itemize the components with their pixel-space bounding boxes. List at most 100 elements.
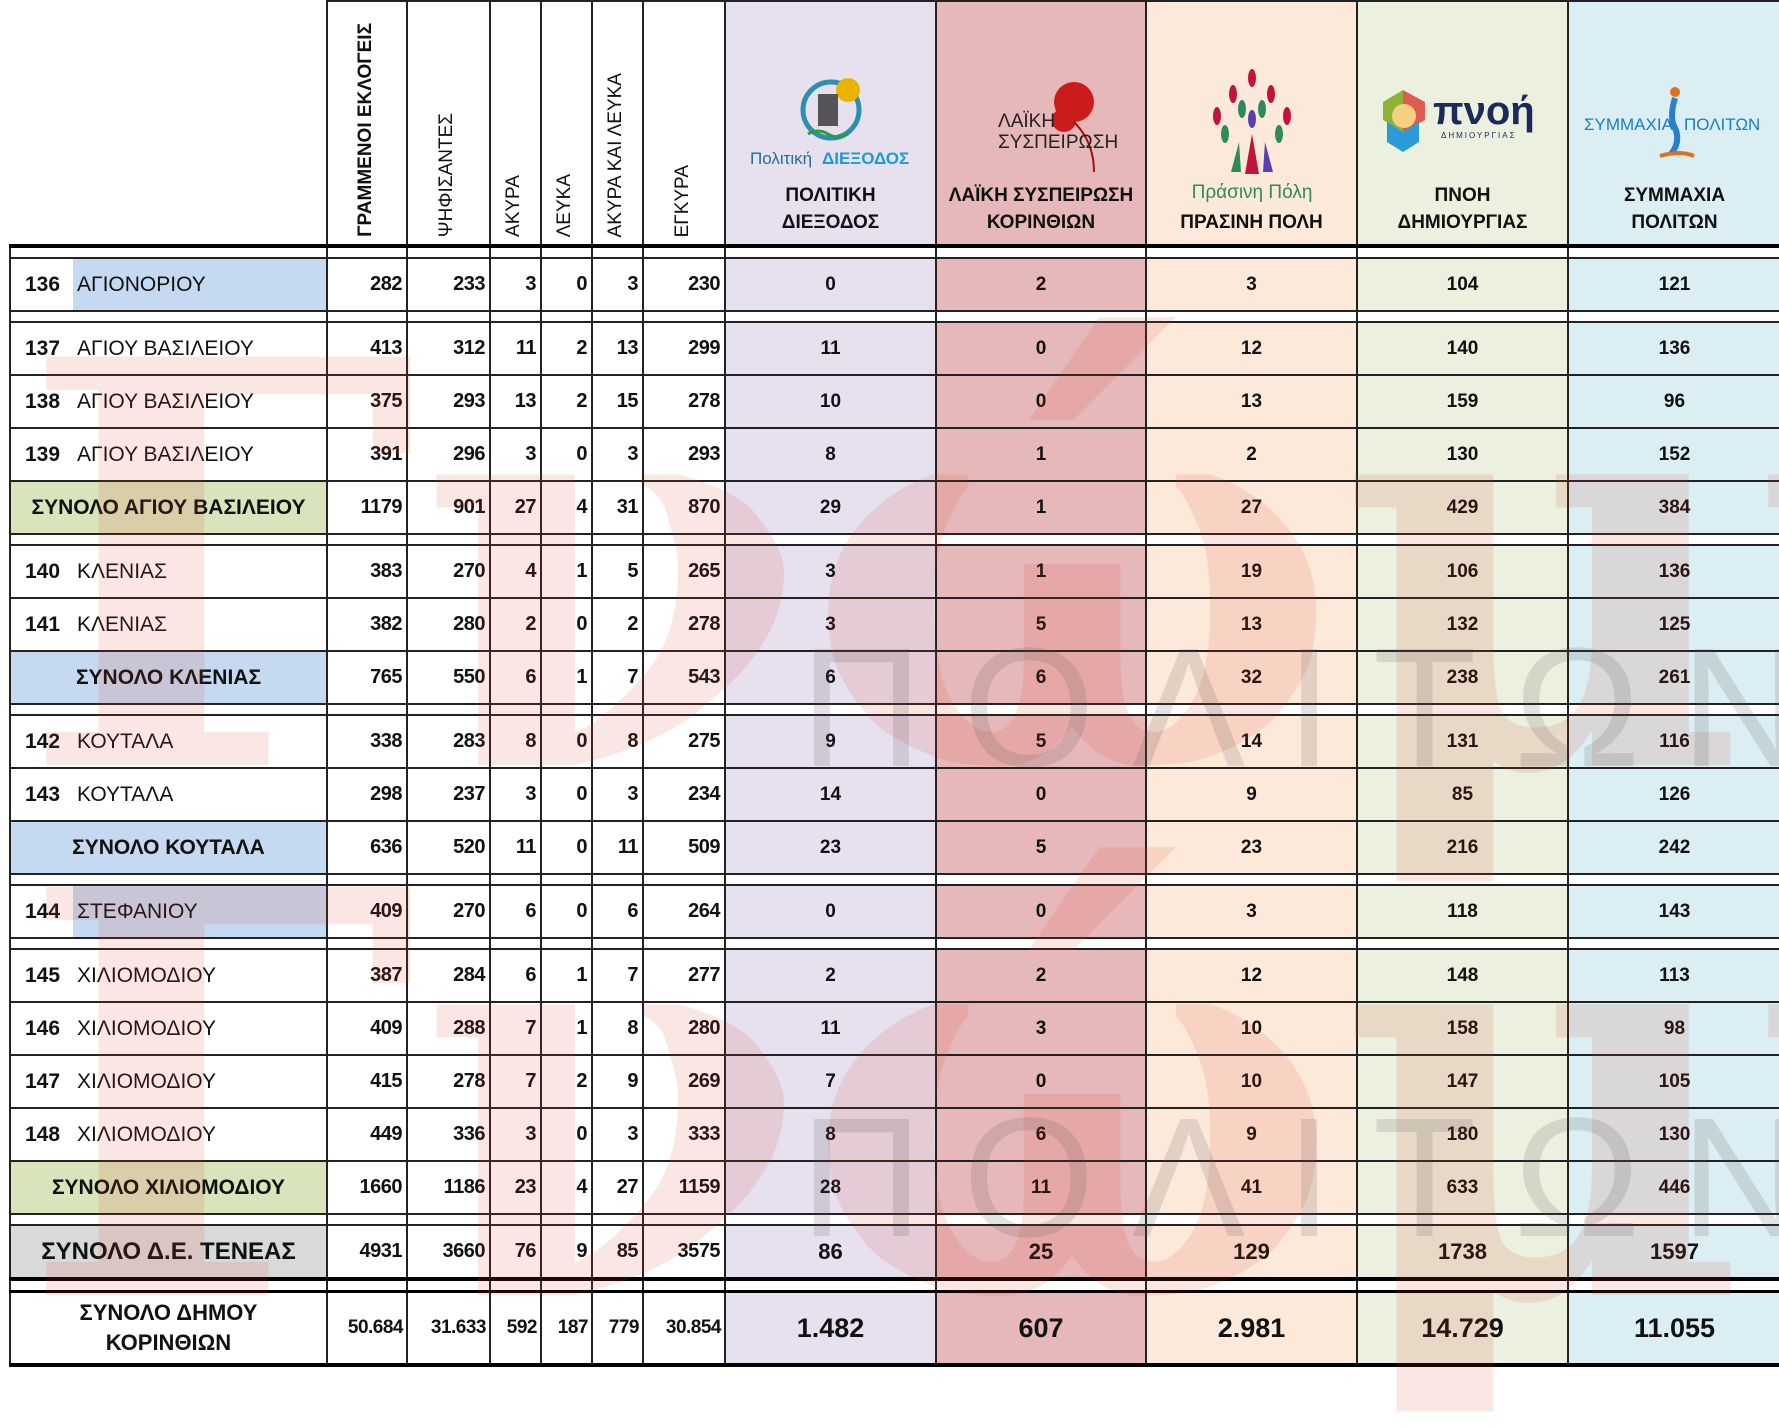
stat-cell-valid: 30.854 [642, 1290, 726, 1367]
party-votes-cell: 121 [1567, 257, 1779, 312]
party-votes-cell: 116 [1567, 714, 1779, 769]
col-label: ΓΡΑΜΜΕΝΟΙ ΕΚΛΟΓΕΙΣ [354, 23, 376, 237]
station-number: 139 [25, 442, 61, 466]
party-votes-cell: 148 [1356, 948, 1569, 1003]
party-votes-cell: 12 [1145, 321, 1358, 376]
station-name: ΑΓΙΟΥ ΒΑΣΙΛΕΙΟΥ [77, 442, 254, 466]
spacer-cell [935, 873, 1147, 886]
station-row: 144 ΣΤΕΦΑΝΙΟΥ 409 270 6 0 6 264 0 0 3 118 143 [9, 884, 1779, 939]
party-votes-cell: 10 [724, 374, 937, 429]
spacer-cell [1145, 1277, 1358, 1293]
spacer-cell [540, 873, 593, 886]
stat-cell-voters: 288 [406, 1001, 491, 1056]
station-name-cell: 140 ΚΛΕΝΙΑΣ [9, 544, 328, 599]
subtotal-row: ΣΥΝΟΛΟ ΧΙΛΙΟΜΟΔΙΟΥ 1660 1186 23 4 27 1159 28 11 4… [9, 1160, 1779, 1215]
stat-cell-voters: 233 [406, 257, 491, 312]
stat-cell-registered: 409 [326, 884, 408, 939]
subtotal-label: ΣΥΝΟΛΟ Δ.Ε. ΤΕΝΕΑΣ [9, 1224, 328, 1280]
stat-cell-valid: 278 [642, 374, 726, 429]
party-votes-cell: 0 [724, 884, 937, 939]
total-label-line: ΚΟΡΙΝΘΙΩΝ [105, 1330, 232, 1355]
spacer-cell [326, 533, 408, 546]
stat-cell-valid: 333 [642, 1107, 726, 1162]
party-votes-cell: 1.482 [724, 1290, 937, 1367]
stat-cell-registered: 449 [326, 1107, 408, 1162]
spacer-cell [540, 937, 593, 950]
station-number: 140 [25, 559, 61, 583]
party-header-prasini-poli: Πράσινη Πόλη ΠΡΑΣΙΝΗ ΠΟΛΗ [1145, 0, 1358, 248]
party-votes-cell: 3 [1145, 884, 1358, 939]
spacer-cell [326, 873, 408, 886]
spacer-cell [1567, 1277, 1779, 1293]
stat-cell-invalid-blank: 3 [591, 1107, 644, 1162]
stat-cell-invalid: 6 [489, 948, 542, 1003]
spacer-cell [540, 1213, 593, 1226]
party-votes-cell: 147 [1356, 1054, 1569, 1109]
stat-cell-registered: 391 [326, 427, 408, 482]
station-row: 137 ΑΓΙΟΥ ΒΑΣΙΛΕΙΟΥ 413 312 11 2 13 299 11 0 12 140… [9, 321, 1779, 376]
stat-cell-blank: 2 [540, 374, 593, 429]
party-name: ΣΥΜΜΑΧΙΑ ΠΟΛΙΤΩΝ [1623, 185, 1726, 233]
stat-cell-voters: 278 [406, 1054, 491, 1109]
spacer-cell [489, 937, 542, 950]
subtotal-label: ΣΥΝΟΛΟ ΧΙΛΙΟΜΟΔΙΟΥ [9, 1160, 328, 1215]
party-votes-cell: 14 [1145, 714, 1358, 769]
stat-cell-valid: 1159 [642, 1160, 726, 1215]
party-name: ΛΑΪΚΗ ΣΥΣΠΕΙΡΩΣΗ ΚΟΡΙΝΘΙΩΝ [948, 185, 1134, 233]
spacer-cell [406, 937, 491, 950]
party-votes-cell: 11.055 [1567, 1290, 1779, 1367]
party-votes-cell: 6 [935, 650, 1147, 705]
party-votes-cell: 2.981 [1145, 1290, 1358, 1367]
spacer-cell [724, 873, 937, 886]
party-votes-cell: 14.729 [1356, 1290, 1569, 1367]
svg-text:ΣΥΜΜΑΧΙΑ: ΣΥΜΜΑΧΙΑ [1584, 115, 1674, 134]
party-votes-cell: 132 [1356, 597, 1569, 652]
spacer-cell [591, 873, 644, 886]
spacer-cell [1145, 873, 1358, 886]
spacer-cell [406, 1277, 491, 1293]
spacer-cell [1145, 937, 1358, 950]
spacer-cell [642, 937, 726, 950]
stat-cell-registered: 338 [326, 714, 408, 769]
stat-cell-voters: 550 [406, 650, 491, 705]
stat-cell-voters: 31.633 [406, 1290, 491, 1367]
stat-cell-invalid: 8 [489, 714, 542, 769]
spacer-cell [406, 310, 491, 323]
spacer-cell [540, 310, 593, 323]
party-votes-cell: 1 [935, 480, 1147, 535]
spacer-row [9, 533, 1779, 546]
station-number: 141 [25, 612, 61, 636]
col-label: ΨΗΦΙΣΑΝΤΕΣ [436, 112, 457, 237]
party-votes-cell: 446 [1567, 1160, 1779, 1215]
stat-cell-invalid-blank: 3 [591, 257, 644, 312]
stat-cell-invalid-blank: 3 [591, 767, 644, 822]
station-name: ΑΓΙΟΥ ΒΑΣΙΛΕΙΟΥ [77, 389, 254, 413]
stat-cell-valid: 870 [642, 480, 726, 535]
stat-cell-invalid: 3 [489, 257, 542, 312]
stat-cell-registered: 382 [326, 597, 408, 652]
spacer-cell [1356, 1277, 1569, 1293]
svg-text:πνοή: πνοή [1433, 89, 1535, 133]
party-votes-cell: 143 [1567, 884, 1779, 939]
station-name: ΚΛΕΝΙΑΣ [77, 559, 168, 583]
stat-cell-blank: 0 [540, 767, 593, 822]
spacer-cell [489, 1213, 542, 1226]
party-votes-cell: 238 [1356, 650, 1569, 705]
party-votes-cell: 96 [1567, 374, 1779, 429]
party-votes-cell: 11 [935, 1160, 1147, 1215]
stat-cell-blank: 9 [540, 1224, 593, 1280]
station-name: ΧΙΛΙΟΜΟΔΙΟΥ [77, 1016, 216, 1040]
stat-cell-invalid: 4 [489, 544, 542, 599]
party-votes-cell: 152 [1567, 427, 1779, 482]
spacer-row [9, 245, 1779, 259]
stat-cell-blank: 1 [540, 1001, 593, 1056]
station-name: ΣΤΕΦΑΝΙΟΥ [73, 887, 325, 936]
station-name-cell: 145 ΧΙΛΙΟΜΟΔΙΟΥ [9, 948, 328, 1003]
spacer-cell [326, 1213, 408, 1226]
col-registered: ΓΡΑΜΜΕΝΟΙ ΕΚΛΟΓΕΙΣ [326, 0, 408, 248]
party-votes-cell: 129 [1145, 1224, 1358, 1280]
spacer-cell [326, 1277, 408, 1293]
party-votes-cell: 1738 [1356, 1224, 1569, 1280]
party-votes-cell: 159 [1356, 374, 1569, 429]
spacer-cell [326, 310, 408, 323]
